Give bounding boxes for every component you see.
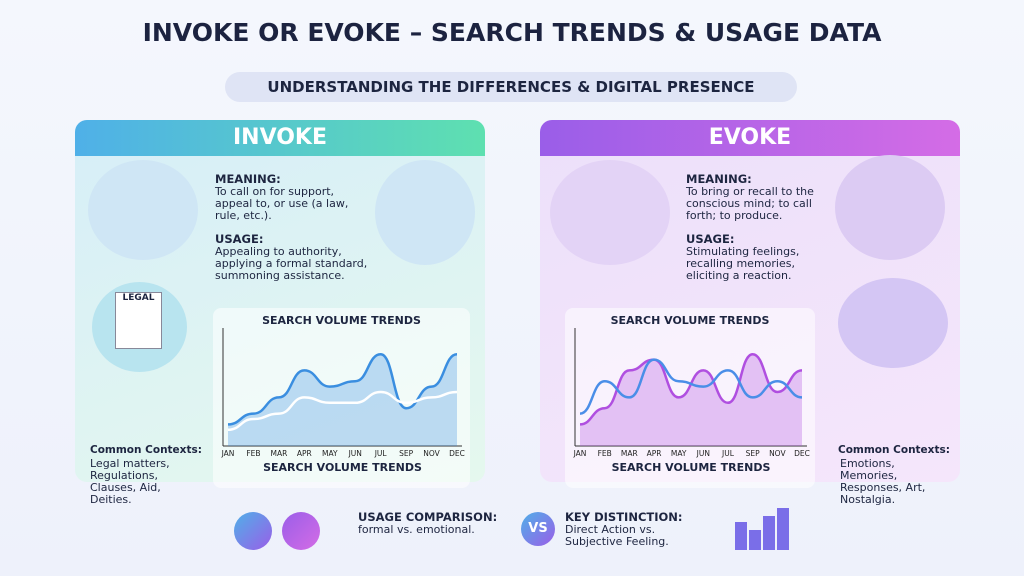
x-tick-label: JUL: [721, 449, 735, 458]
x-tick-label: JAN: [221, 449, 235, 458]
x-tick-label: JUN: [696, 449, 710, 458]
x-tick-label: MAY: [671, 449, 687, 458]
line: [227, 352, 458, 426]
decor-bar: [777, 508, 789, 550]
x-tick-label: MAY: [322, 449, 338, 458]
distinction-text: Direct Action vs. Subjective Feeling.: [565, 523, 669, 548]
comparison-text: formal vs. emotional.: [358, 523, 475, 536]
title: INVOKE OR EVOKE – SEARCH TRENDS & USAGE …: [142, 18, 882, 47]
x-tick-label: JAN: [573, 449, 587, 458]
x-tick-label: MAR: [270, 449, 287, 458]
x-tick-label: NOV: [769, 449, 786, 458]
meaning-text: To bring or recall to the conscious mind…: [686, 185, 814, 222]
comparison-label: USAGE COMPARISON:: [358, 510, 498, 524]
x-tick-label: FEB: [598, 449, 612, 458]
line: [227, 390, 458, 432]
judge-illustration: [88, 160, 198, 260]
usage-text: Appealing to authority, applying a forma…: [215, 245, 368, 282]
line: [579, 358, 803, 415]
contexts-label: Common Contexts:: [838, 444, 950, 456]
speaker-illustration: [375, 160, 475, 265]
contexts-text: Emotions, Memories, Responses, Art, Nost…: [840, 457, 926, 506]
x-tick-label: SEP: [399, 449, 413, 458]
x-tick-label: DEC: [449, 449, 465, 458]
chest-illustration: [835, 155, 945, 260]
usage-label: USAGE:: [215, 232, 264, 246]
decor-bar: [763, 516, 775, 550]
x-axis-label: SEARCH VOLUME TRENDS: [263, 461, 422, 474]
usage-label: USAGE:: [686, 232, 735, 246]
meaning-text: To call on for support, appeal to, or us…: [215, 185, 349, 222]
x-tick-label: MAR: [621, 449, 638, 458]
decor-bar: [749, 530, 761, 550]
x-axis-label: SEARCH VOLUME TRENDS: [612, 461, 771, 474]
x-tick-label: DEC: [794, 449, 810, 458]
heart-icon: [282, 512, 320, 550]
area: [580, 354, 802, 446]
scale-icon: [234, 512, 272, 550]
contexts-label: Common Contexts:: [90, 444, 202, 456]
x-tick-label: JUN: [348, 449, 362, 458]
usage-text: Stimulating feelings, recalling memories…: [686, 245, 800, 282]
meaning-label: MEANING:: [215, 172, 281, 186]
area: [228, 354, 457, 446]
panel-heading: EVOKE: [540, 120, 960, 156]
subtitle: UNDERSTANDING THE DIFFERENCES & DIGITAL …: [225, 72, 797, 102]
chart-title: SEARCH VOLUME TRENDS: [611, 314, 770, 327]
x-tick-label: FEB: [246, 449, 260, 458]
vs-badge: VS: [521, 512, 555, 546]
contexts-text: Legal matters, Regulations, Clauses, Aid…: [90, 457, 170, 506]
meaning-label: MEANING:: [686, 172, 752, 186]
distinction-label: KEY DISTINCTION:: [565, 510, 683, 524]
music-illustration: [838, 278, 948, 368]
thinker-illustration: [550, 160, 670, 265]
x-tick-label: SEP: [746, 449, 760, 458]
panel-heading: INVOKE: [75, 120, 485, 156]
document-label: LEGAL: [115, 292, 162, 349]
x-tick-label: NOV: [423, 449, 440, 458]
x-tick-label: APR: [297, 449, 312, 458]
x-tick-label: JUL: [374, 449, 388, 458]
chart-title: SEARCH VOLUME TRENDS: [262, 314, 421, 327]
decor-bar: [735, 522, 747, 550]
x-tick-label: APR: [647, 449, 662, 458]
chart-card: [213, 308, 470, 488]
